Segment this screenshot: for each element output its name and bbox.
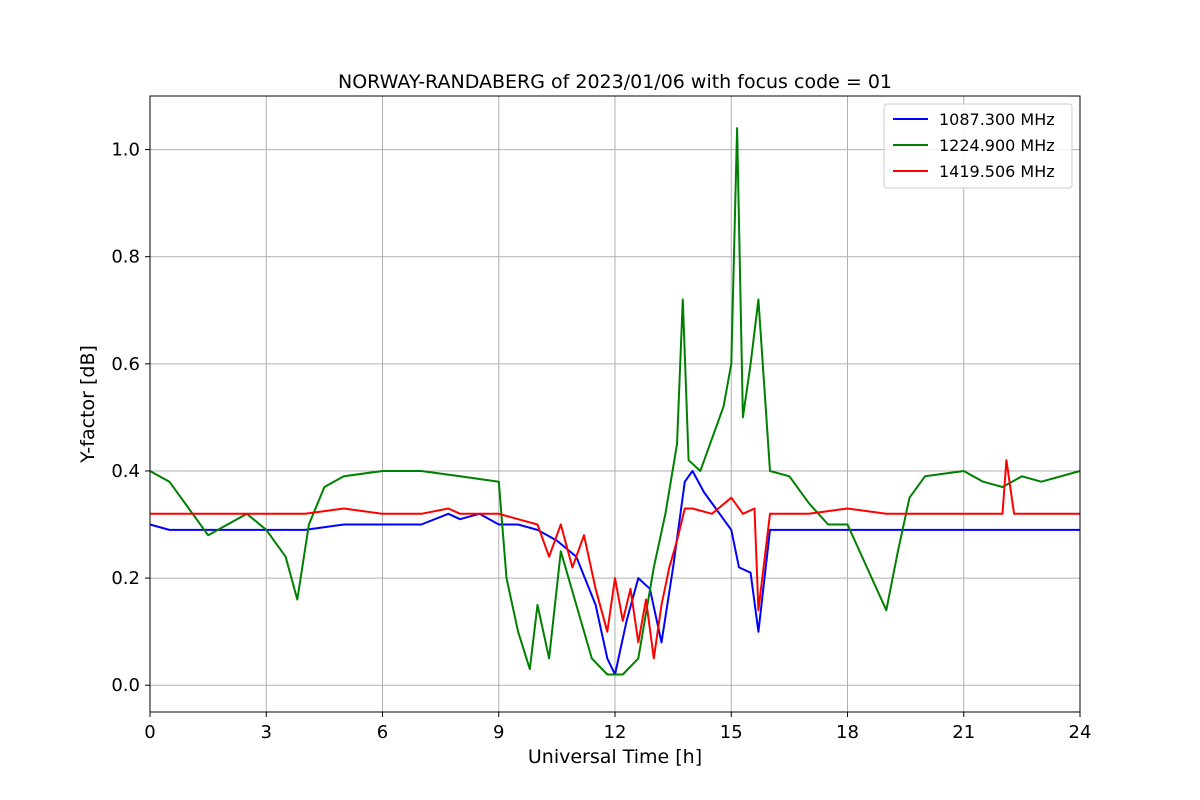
legend-label-1: 1087.300 MHz <box>939 110 1055 129</box>
y-tick-label: 1.0 <box>111 140 140 161</box>
axis-ticks: 0 3 6 9 12 15 18 21 24 0.0 0.2 0.4 0.6 0.8 1.0 <box>111 140 1091 743</box>
x-tick-label: 18 <box>836 722 859 743</box>
legend: 1087.300 MHz 1224.900 MHz 1419.506 MHz <box>883 103 1073 189</box>
y-tick-label: 0.6 <box>111 354 140 375</box>
x-tick-label: 9 <box>493 722 504 743</box>
x-tick-label: 0 <box>144 722 155 743</box>
chart-title: NORWAY-RANDABERG of 2023/01/06 with focu… <box>338 71 892 93</box>
x-tick-label: 12 <box>604 722 627 743</box>
x-tick-label: 6 <box>377 722 388 743</box>
x-tick-label: 15 <box>720 722 743 743</box>
legend-items: 1087.300 MHz 1224.900 MHz 1419.506 MHz <box>893 110 1055 181</box>
y-axis-label: Y-factor [dB] <box>77 345 99 464</box>
y-tick-label: 0.8 <box>111 247 140 268</box>
legend-label-2: 1224.900 MHz <box>939 136 1055 155</box>
legend-label-3: 1419.506 MHz <box>939 162 1055 181</box>
x-axis-label: Universal Time [h] <box>528 746 702 768</box>
y-tick-label: 0.4 <box>111 461 140 482</box>
series-line-3 <box>150 459 1080 660</box>
x-tick-label: 21 <box>952 722 975 743</box>
series-line-2 <box>149 127 1081 676</box>
y-tick-label: 0.0 <box>111 675 140 696</box>
x-tick-label: 3 <box>261 722 272 743</box>
legend-box <box>883 103 1073 189</box>
series-layer <box>149 127 1081 676</box>
grid <box>149 96 1081 712</box>
x-tick-label: 24 <box>1069 722 1092 743</box>
y-tick-label: 0.2 <box>111 568 140 589</box>
